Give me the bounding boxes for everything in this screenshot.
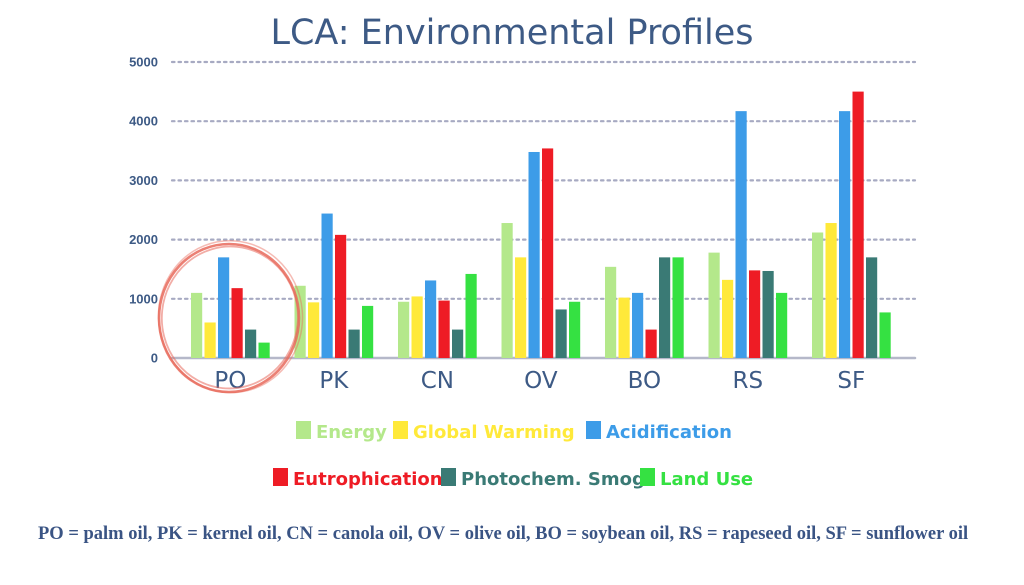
bar-rs-land-use (776, 292, 788, 358)
chart-title: LCA: Environmental Profiles (270, 13, 753, 53)
bar-sf-global-warming (825, 223, 837, 358)
bar-sf-eutrophication (852, 91, 864, 358)
bar-sf-acidification (839, 111, 851, 358)
bar-ov-energy (501, 223, 513, 358)
bar-pk-land-use (362, 305, 374, 358)
y-tick-label: 0 (151, 351, 158, 366)
y-axis-ticks: 0 1000 2000 3000 4000 5000 (129, 55, 158, 366)
bar-bo-global-warming (618, 297, 630, 358)
bar-cn-acidification (425, 280, 437, 358)
legend: Energy Global Warming Acidification Eutroph… (273, 421, 753, 490)
bar-pk-global-warming (308, 302, 320, 358)
highlight-circle (157, 242, 301, 394)
bar-po-land-use (258, 342, 270, 358)
bar-ov-land-use (569, 301, 581, 358)
y-tick-label: 5000 (129, 55, 158, 70)
bar-ov-eutrophication (542, 148, 554, 358)
legend-swatch (640, 468, 655, 486)
bar-pk-acidification (321, 213, 333, 358)
legend-swatch (441, 468, 456, 486)
bar-cn-energy (398, 301, 410, 358)
x-tick-label: BO (628, 368, 661, 394)
bar-bo-land-use (672, 257, 684, 358)
x-tick-label: CN (421, 368, 454, 394)
x-tick-label: OV (524, 368, 558, 394)
x-tick-label: PO (214, 368, 246, 394)
bar-sf-land-use (879, 312, 891, 358)
bars (191, 91, 891, 358)
bar-rs-eutrophication (749, 270, 761, 358)
bar-cn-land-use (465, 273, 477, 358)
bar-bo-eutrophication (645, 329, 657, 358)
legend-label: Land Use (660, 469, 753, 490)
bar-po-eutrophication (231, 288, 243, 358)
legend-swatch (393, 421, 408, 439)
bar-ov-acidification (528, 151, 540, 358)
legend-swatch (273, 468, 288, 486)
y-tick-label: 1000 (129, 291, 158, 306)
legend-swatch (586, 421, 601, 439)
legend-label: Photochem. Smog (461, 469, 645, 490)
bar-bo-energy (605, 266, 617, 358)
x-tick-label: RS (733, 368, 764, 394)
y-tick-label: 2000 (129, 232, 158, 247)
highlight-circle (160, 245, 299, 390)
highlight-circle (157, 239, 304, 394)
y-tick-label: 4000 (129, 114, 158, 129)
highlight-annotation (157, 239, 304, 394)
bar-ov-photochem-smog (555, 309, 567, 358)
legend-label: Acidification (606, 422, 732, 443)
bar-cn-global-warming (411, 296, 423, 358)
bar-ov-global-warming (515, 257, 527, 358)
bar-rs-energy (708, 252, 720, 358)
legend-label: Global Warming (413, 422, 575, 443)
bar-sf-energy (812, 232, 824, 358)
footnote: PO = palm oil, PK = kernel oil, CN = can… (38, 524, 969, 544)
bar-cn-eutrophication (438, 300, 450, 358)
legend-label: Eutrophication (293, 469, 443, 490)
bar-pk-photochem-smog (348, 329, 360, 358)
bar-pk-eutrophication (335, 234, 347, 358)
x-axis-labels: PO PK CN OV BO RS SF (214, 368, 865, 394)
bar-po-photochem-smog (245, 329, 257, 358)
x-tick-label: PK (319, 368, 349, 394)
bar-bo-acidification (632, 292, 644, 358)
bar-rs-global-warming (722, 279, 734, 358)
bar-po-acidification (218, 257, 230, 358)
bar-po-global-warming (204, 322, 216, 358)
bar-cn-photochem-smog (452, 329, 464, 358)
x-tick-label: SF (837, 368, 865, 394)
y-tick-label: 3000 (129, 173, 158, 188)
bar-po-energy (191, 292, 203, 358)
bar-sf-photochem-smog (866, 257, 878, 358)
legend-label: Energy (316, 422, 387, 443)
bar-rs-acidification (735, 111, 747, 358)
legend-swatch (296, 421, 311, 439)
bar-bo-photochem-smog (659, 257, 671, 358)
bar-rs-photochem-smog (762, 270, 774, 358)
